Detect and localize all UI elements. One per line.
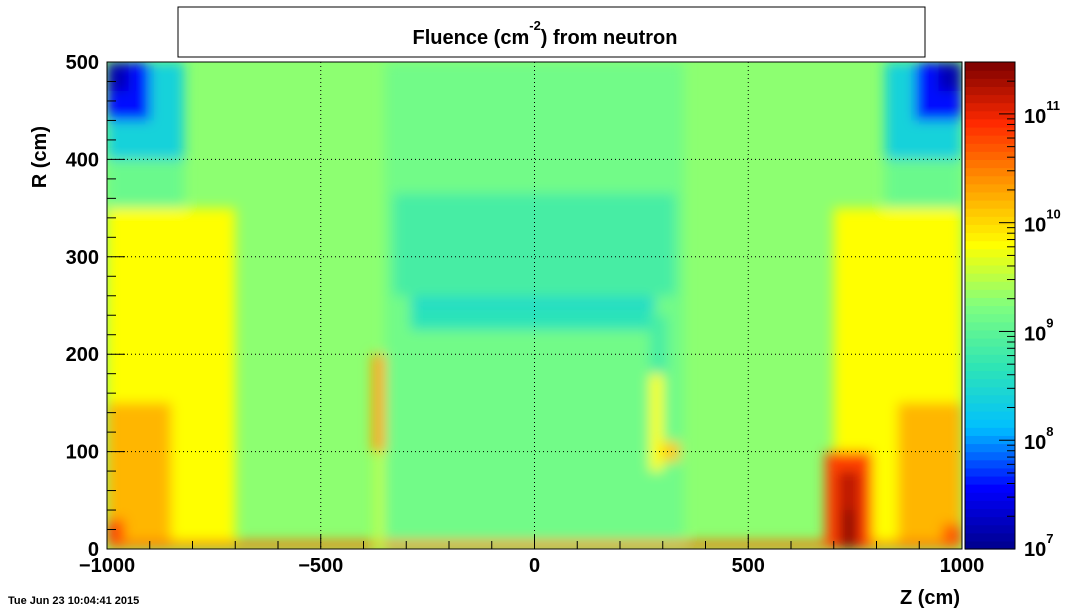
- colorbar-tick-label-4: 1011: [1024, 98, 1060, 128]
- colorbar-swatch: [965, 475, 1015, 485]
- colorbar-swatch: [965, 354, 1015, 363]
- colorbar-swatch: [965, 78, 1015, 87]
- colorbar-swatch: [965, 516, 1015, 526]
- y-tick-label-1: 100: [66, 442, 99, 464]
- field-region-17: [649, 315, 668, 374]
- chart-title: Fluence (cm-2) from neutron: [413, 18, 678, 49]
- field-region-10: [372, 354, 385, 452]
- colorbar-swatch: [965, 143, 1015, 152]
- colorbar-swatch: [965, 313, 1015, 323]
- colorbar-tick-label-3: 1010: [1024, 207, 1061, 237]
- colorbar-swatch: [965, 378, 1015, 388]
- colorbar-swatch: [965, 118, 1015, 128]
- y-tick-label-0: 0: [88, 539, 99, 561]
- colorbar-swatch: [965, 297, 1015, 307]
- timestamp: Tue Jun 23 10:04:41 2015: [8, 595, 139, 607]
- colorbar-swatch: [965, 362, 1015, 372]
- colorbar-swatch: [965, 240, 1015, 250]
- colorbar-swatch: [965, 102, 1015, 112]
- colorbar-swatch: [965, 329, 1015, 339]
- colorbar-swatch: [965, 337, 1015, 347]
- colorbar-swatch: [965, 70, 1015, 79]
- colorbar-swatch: [965, 183, 1015, 193]
- colorbar-frame: [964, 61, 1016, 550]
- y-tick-label-2: 200: [66, 344, 99, 366]
- field-region-11: [376, 451, 383, 549]
- x-tick-label-2: 0: [529, 555, 540, 577]
- field-region-23: [938, 62, 962, 92]
- grid-lines: [107, 62, 962, 549]
- colorbar-swatch: [965, 281, 1015, 290]
- colorbar-swatch: [965, 86, 1015, 96]
- colorbar-swatch: [965, 264, 1015, 274]
- colorbar-swatch: [965, 191, 1015, 201]
- colorbar-swatch: [965, 232, 1015, 242]
- x-tick-label-1: −500: [298, 555, 343, 577]
- y-axis-label: R (cm): [29, 126, 51, 188]
- y-tick-label-5: 500: [66, 52, 99, 74]
- field-region-22: [107, 62, 129, 92]
- colorbar-swatch: [965, 443, 1015, 453]
- y-tick-label-3: 300: [66, 247, 99, 269]
- colorbar-swatch: [965, 427, 1015, 436]
- x-axis: −1000 −500 0 500 1000: [79, 534, 984, 577]
- field-region-12: [649, 373, 663, 472]
- colorbar-swatch: [965, 289, 1015, 298]
- colorbar-swatch: [965, 492, 1015, 501]
- colorbar-swatch: [965, 484, 1015, 493]
- colorbar-swatch: [965, 62, 1015, 71]
- colorbar-swatch: [965, 208, 1015, 217]
- field-region-25: [838, 471, 860, 549]
- colorbar-tick-label-1: 108: [1024, 424, 1053, 454]
- colorbar-swatch: [965, 500, 1015, 510]
- colorbar-swatch: [965, 126, 1015, 136]
- x-axis-label: Z (cm): [900, 587, 960, 609]
- colorbar-swatch: [965, 135, 1015, 144]
- field-region-14: [393, 193, 676, 296]
- colorbar-swatch: [965, 248, 1015, 258]
- x-tick-label-0: −1000: [79, 555, 135, 577]
- colorbar-swatch: [965, 467, 1015, 477]
- heatmap-field: [107, 62, 962, 549]
- colorbar-swatch: [965, 94, 1015, 104]
- colorbar-swatch: [965, 321, 1015, 331]
- colorbar-swatch: [965, 459, 1015, 469]
- colorbar-swatch: [965, 524, 1015, 534]
- colorbar-swatch: [965, 175, 1015, 185]
- colorbar-swatch: [965, 540, 1015, 550]
- colorbar-swatch: [965, 435, 1015, 445]
- x-tick-label-4: 1000: [940, 555, 985, 577]
- colorbar-swatch: [965, 370, 1015, 380]
- colorbar-swatch: [965, 451, 1015, 461]
- colorbar-swatch: [965, 411, 1015, 420]
- x-tick-label-3: 500: [732, 555, 765, 577]
- colorbar-swatch: [965, 386, 1015, 396]
- colorbar-swatch: [965, 273, 1015, 282]
- colorbar-tick-label-0: 107: [1024, 531, 1053, 561]
- colorbar-swatch: [965, 159, 1015, 169]
- colorbar-swatch: [965, 199, 1015, 209]
- colorbar: 107 108 109 1010 1011: [964, 61, 1061, 561]
- field-region-26: [844, 510, 853, 549]
- colorbar-swatch: [965, 508, 1015, 518]
- colorbar-swatch: [965, 256, 1015, 266]
- colorbar-swatch: [965, 151, 1015, 160]
- colorbar-tick-label-2: 109: [1024, 315, 1053, 345]
- colorbar-swatch: [965, 305, 1015, 315]
- colorbar-swatch: [965, 346, 1015, 355]
- title-box: [177, 6, 926, 58]
- colorbar-swatch: [965, 216, 1015, 225]
- colorbar-swatch: [965, 224, 1015, 234]
- colorbar-swatch: [965, 402, 1015, 412]
- colorbar-swatch: [965, 532, 1015, 542]
- colorbar-swatch: [965, 110, 1015, 120]
- y-tick-label-4: 400: [66, 149, 99, 171]
- field-region-16: [412, 300, 657, 306]
- colorbar-swatch: [965, 394, 1015, 404]
- colorbar-swatch: [965, 419, 1015, 428]
- y-axis: 0 100 200 300 400 500: [66, 52, 125, 561]
- colorbar-swatch: [965, 167, 1015, 177]
